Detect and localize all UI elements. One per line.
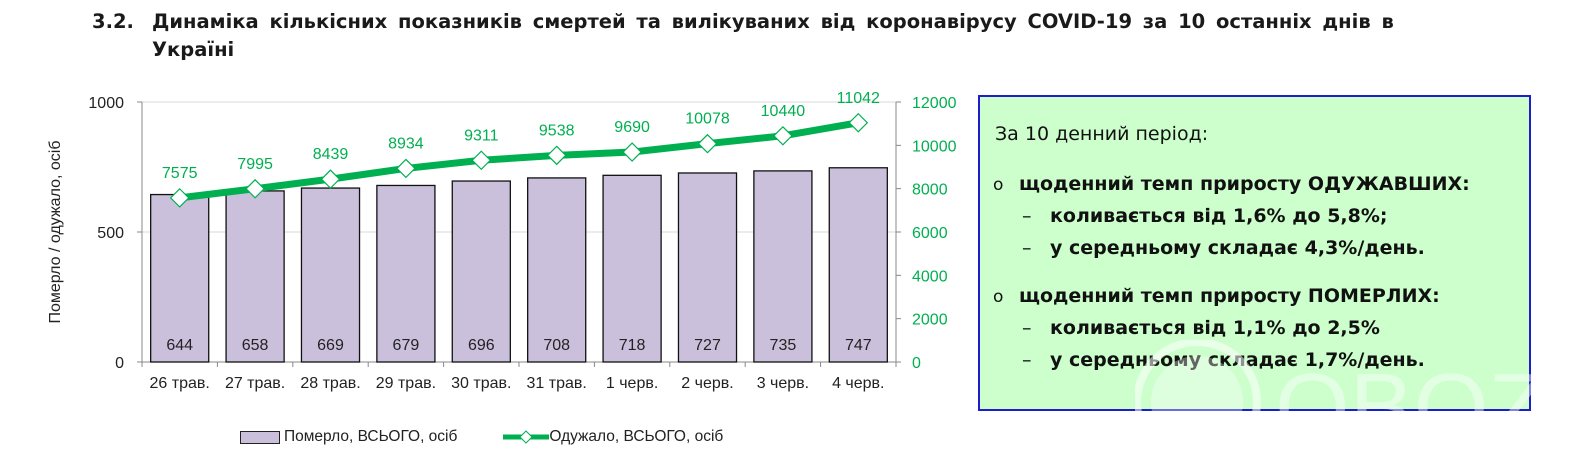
bar-swatch-icon xyxy=(240,430,280,444)
bar-deaths xyxy=(753,170,813,363)
diamond-marker-icon xyxy=(471,150,492,171)
sub-item: – коливається від 1,6% до 5,8%; xyxy=(1022,205,1388,227)
dash-icon: – xyxy=(1022,237,1032,259)
x-tick-label: 3 черв. xyxy=(757,375,809,392)
diamond-marker-icon xyxy=(848,112,869,133)
bar-deaths xyxy=(225,190,285,363)
line-value-label: 7575 xyxy=(162,165,198,182)
x-tick-label: 28 трав. xyxy=(300,375,360,392)
bar-value-label: 735 xyxy=(770,337,797,354)
bar-deaths xyxy=(451,180,511,363)
bar-value-label: 696 xyxy=(468,337,495,354)
y-tick-right: 10000 xyxy=(912,138,957,155)
section-number: 3.2. xyxy=(92,10,134,33)
legend-label-recovered: Одужало, ВСЬОГО, осіб xyxy=(549,428,724,445)
sub-item: – у середньому складає 4,3%/день. xyxy=(1022,237,1425,259)
legend-item-deaths: Померло, ВСЬОГО, осіб xyxy=(240,428,457,446)
line-value-label: 9690 xyxy=(614,119,650,136)
diamond-marker-icon xyxy=(546,145,567,166)
legend-item-recovered: Одужало, ВСЬОГО, осіб xyxy=(503,428,723,446)
y-axis-label: Померло / одужало, осіб xyxy=(47,141,64,324)
y-tick-right: 0 xyxy=(912,355,921,372)
circle-bullet-icon: o xyxy=(993,175,1004,195)
title-line-1: Динаміка кількісних показників смертей т… xyxy=(152,10,1394,33)
line-value-label: 10078 xyxy=(685,111,730,128)
dash-icon: – xyxy=(1022,205,1032,227)
x-tick-label: 4 черв. xyxy=(832,375,884,392)
sub-item: – у середньому складає 1,7%/день. xyxy=(1022,349,1425,371)
line-value-label: 10440 xyxy=(761,103,806,120)
diamond-marker-icon xyxy=(622,142,642,162)
diamond-marker-icon xyxy=(320,169,341,190)
x-tick-label: 30 трав. xyxy=(451,375,511,392)
bullet-recovered: o щоденний темп приросту ОДУЖАВШИХ: xyxy=(993,173,1470,195)
y-tick-right: 4000 xyxy=(912,268,948,285)
bar-deaths xyxy=(300,187,361,363)
bar-value-label: 658 xyxy=(242,337,269,354)
diamond-marker-icon xyxy=(773,125,793,146)
y-tick-left: 0 xyxy=(115,355,124,372)
bar-value-label: 644 xyxy=(166,337,193,354)
summary-box: За 10 денний період: o щоденний темп прир… xyxy=(978,95,1531,411)
x-tick-label: 29 трав. xyxy=(376,375,436,392)
y-tick-right: 8000 xyxy=(912,182,948,199)
line-value-label: 9311 xyxy=(464,127,499,144)
diamond-marker-icon xyxy=(697,133,718,154)
combo-chart: 05001000020004000600080001000012000Помер… xyxy=(47,90,957,392)
summary-heading: За 10 денний період: xyxy=(995,123,1209,145)
bar-deaths xyxy=(150,193,210,363)
y-tick-right: 2000 xyxy=(912,312,948,329)
bar-deaths xyxy=(602,174,662,363)
title-line-2: Україні xyxy=(152,38,235,61)
chart-title: 3.2. Динаміка кількісних показників смерт… xyxy=(92,8,1492,64)
x-tick-label: 2 черв. xyxy=(681,375,733,392)
bar-value-label: 727 xyxy=(694,337,721,354)
bar-value-label: 679 xyxy=(393,337,420,354)
y-tick-right: 6000 xyxy=(912,225,948,242)
line-diamond-swatch-icon xyxy=(503,430,550,444)
bar-value-label: 708 xyxy=(543,337,570,354)
bar-deaths xyxy=(677,172,738,363)
diamond-marker-icon xyxy=(245,178,265,199)
x-tick-label: 27 трав. xyxy=(225,375,285,392)
bar-deaths xyxy=(828,167,888,363)
y-tick-left: 1000 xyxy=(88,95,124,112)
bar-value-label: 669 xyxy=(317,337,344,354)
diamond-marker-icon xyxy=(169,188,190,208)
bullet-label: щоденний темп приросту ОДУЖАВШИХ: xyxy=(1019,173,1470,195)
bullet-deaths: o щоденний темп приросту ПОМЕРЛИХ: xyxy=(993,285,1440,307)
line-value-label: 8934 xyxy=(388,135,424,152)
diamond-marker-icon xyxy=(396,158,416,179)
x-tick-label: 31 трав. xyxy=(527,375,587,392)
bar-value-label: 718 xyxy=(619,337,646,354)
circle-bullet-icon: o xyxy=(993,287,1004,307)
y-tick-right: 12000 xyxy=(912,95,957,112)
sub-item: – коливається від 1,1% до 2,5% xyxy=(1022,317,1380,339)
legend: Померло, ВСЬОГО, осіб Одужало, ВСЬОГО, о… xyxy=(240,428,769,446)
line-value-label: 8439 xyxy=(313,146,349,163)
dash-icon: – xyxy=(1022,349,1032,371)
bar-deaths xyxy=(527,177,587,363)
bar-deaths xyxy=(376,184,436,363)
x-tick-label: 1 черв. xyxy=(606,375,658,392)
legend-label-deaths: Померло, ВСЬОГО, осіб xyxy=(284,428,458,445)
bullet-label: щоденний темп приросту ПОМЕРЛИХ: xyxy=(1019,285,1440,307)
y-tick-left: 500 xyxy=(97,225,124,242)
line-value-label: 7995 xyxy=(237,156,273,173)
bar-value-label: 747 xyxy=(845,337,872,354)
dash-icon: – xyxy=(1022,317,1032,339)
x-tick-label: 26 трав. xyxy=(150,375,210,392)
line-value-label: 11042 xyxy=(837,90,880,107)
line-value-label: 9538 xyxy=(539,122,575,139)
recovered-line xyxy=(179,119,859,202)
